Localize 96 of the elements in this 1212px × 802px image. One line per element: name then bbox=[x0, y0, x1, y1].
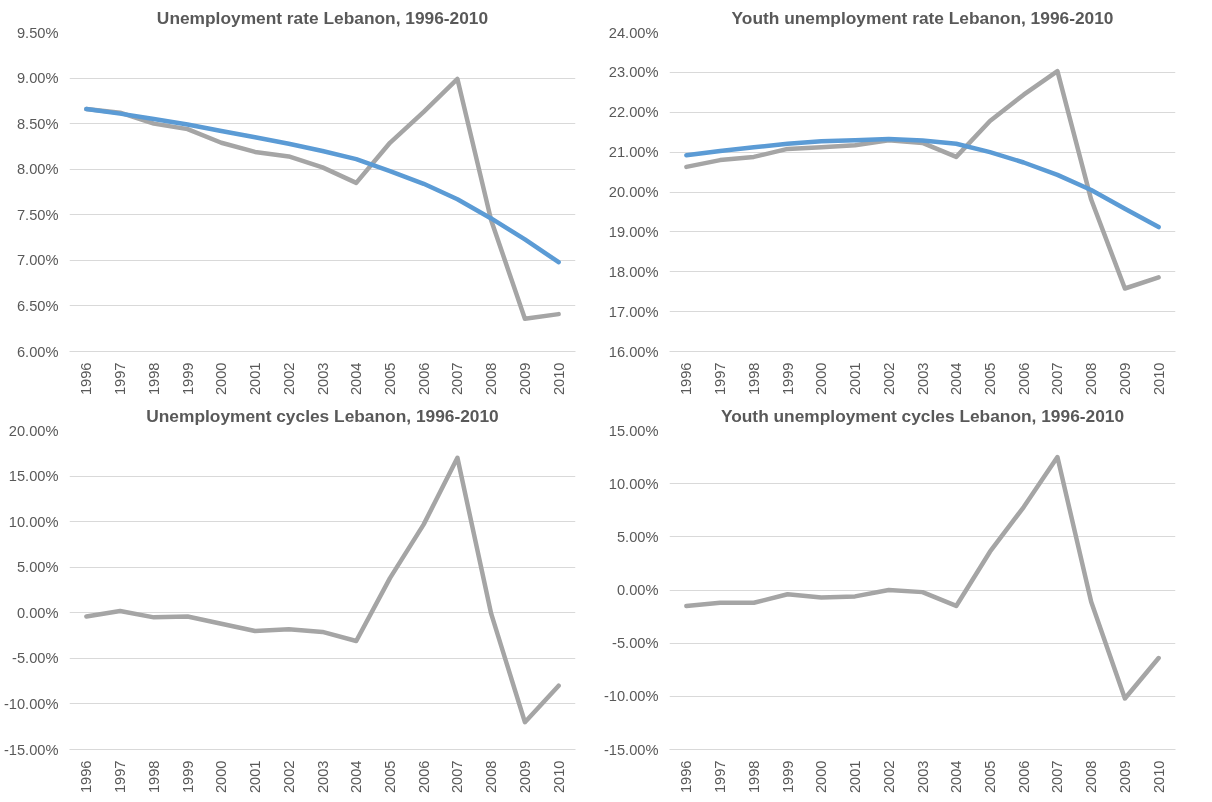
y-tick-label: -15.00% bbox=[3, 741, 59, 758]
y-tick-label: 15.00% bbox=[8, 468, 59, 485]
chart-title: Youth unemployment rate Lebanon, 1996-2010 bbox=[731, 7, 1114, 28]
x-tick-label: 2009 bbox=[516, 362, 533, 396]
x-tick-label: 2002 bbox=[880, 760, 897, 794]
x-tick-label: 1998 bbox=[745, 760, 762, 794]
y-tick-label: 5.00% bbox=[16, 559, 59, 576]
y-tick-label: 9.00% bbox=[16, 70, 59, 87]
y-tick-label: 10.00% bbox=[8, 513, 59, 530]
x-tick-label: 1999 bbox=[179, 760, 196, 794]
y-tick-label: 6.50% bbox=[16, 297, 59, 314]
x-tick-label: 2004 bbox=[348, 760, 365, 794]
x-tick-label: 2002 bbox=[280, 362, 297, 396]
x-tick-label: 1999 bbox=[179, 362, 196, 396]
x-tick-label: 2004 bbox=[948, 760, 965, 794]
chart-title: Unemployment rate Lebanon, 1996-2010 bbox=[156, 7, 489, 28]
x-tick-label: 2005 bbox=[381, 760, 398, 794]
y-tick-label: 21.00% bbox=[608, 144, 659, 161]
x-tick-label: 1998 bbox=[145, 760, 162, 794]
x-tick-label: 2010 bbox=[1150, 760, 1167, 794]
y-tick-label: 7.50% bbox=[16, 206, 59, 223]
x-tick-label: 2008 bbox=[483, 760, 500, 794]
x-tick-label: 2007 bbox=[1049, 362, 1066, 396]
x-tick-label: 2006 bbox=[1015, 760, 1032, 794]
y-tick-label: 19.00% bbox=[608, 223, 659, 240]
x-tick-label: 2008 bbox=[1083, 760, 1100, 794]
y-tick-label: 0.00% bbox=[616, 582, 659, 598]
x-tick-label: 2003 bbox=[314, 362, 331, 396]
x-tick-label: 2001 bbox=[247, 362, 264, 396]
y-tick-label: 18.00% bbox=[608, 263, 659, 280]
x-tick-label: 1997 bbox=[112, 362, 129, 396]
x-tick-label: 1997 bbox=[712, 362, 729, 396]
x-tick-label: 1999 bbox=[779, 362, 796, 396]
x-tick-label: 2005 bbox=[981, 362, 998, 396]
chart-title: Youth unemployment cycles Lebanon, 1996-2010 bbox=[720, 405, 1125, 426]
y-tick-label: 22.00% bbox=[608, 104, 659, 121]
x-tick-label: 1996 bbox=[78, 362, 95, 396]
x-tick-label: 2003 bbox=[914, 760, 931, 794]
x-tick-label: 2004 bbox=[348, 362, 365, 396]
x-tick-label: 2006 bbox=[415, 362, 432, 396]
x-tick-label: 2010 bbox=[550, 760, 567, 794]
y-tick-label: -10.00% bbox=[603, 688, 659, 705]
x-tick-label: 2007 bbox=[449, 760, 466, 794]
x-tick-label: 1996 bbox=[78, 760, 95, 794]
y-tick-label: 23.00% bbox=[608, 64, 659, 81]
y-tick-label: 16.00% bbox=[608, 343, 659, 360]
x-tick-label: 1998 bbox=[145, 362, 162, 396]
y-tick-label: 24.00% bbox=[608, 24, 659, 41]
x-tick-label: 2007 bbox=[449, 362, 466, 396]
x-tick-label: 2001 bbox=[847, 362, 864, 396]
x-tick-label: 2004 bbox=[948, 362, 965, 396]
x-tick-label: 2000 bbox=[813, 362, 830, 396]
x-tick-label: 2000 bbox=[213, 760, 230, 794]
x-tick-label: 2009 bbox=[516, 760, 533, 794]
x-tick-label: 1997 bbox=[712, 760, 729, 794]
y-tick-label: -5.00% bbox=[612, 635, 659, 652]
x-tick-label: 2002 bbox=[280, 760, 297, 794]
y-tick-label: -15.00% bbox=[603, 741, 659, 758]
x-tick-label: 2008 bbox=[1083, 362, 1100, 396]
x-tick-label: 1998 bbox=[745, 362, 762, 396]
x-tick-label: 2002 bbox=[880, 362, 897, 396]
x-tick-label: 2009 bbox=[1116, 760, 1133, 794]
y-tick-label: -10.00% bbox=[3, 695, 59, 712]
x-tick-label: 2007 bbox=[1049, 760, 1066, 794]
y-tick-label: 6.00% bbox=[16, 343, 59, 360]
x-tick-label: 1999 bbox=[779, 760, 796, 794]
y-tick-label: 15.00% bbox=[608, 422, 659, 439]
x-tick-label: 1997 bbox=[112, 760, 129, 794]
y-tick-label: 7.00% bbox=[16, 252, 59, 269]
x-tick-label: 2000 bbox=[213, 362, 230, 396]
y-tick-label: 0.00% bbox=[16, 604, 59, 621]
x-tick-label: 2010 bbox=[550, 362, 567, 396]
y-tick-label: 20.00% bbox=[8, 422, 59, 439]
x-tick-label: 2005 bbox=[981, 760, 998, 794]
x-tick-label: 2003 bbox=[914, 362, 931, 396]
y-tick-label: 8.50% bbox=[16, 115, 59, 132]
y-tick-label: 8.00% bbox=[16, 161, 59, 178]
y-tick-label: 17.00% bbox=[608, 303, 659, 320]
x-tick-label: 2006 bbox=[415, 760, 432, 794]
x-tick-label: 2000 bbox=[813, 760, 830, 794]
y-tick-label: 10.00% bbox=[608, 475, 659, 492]
x-tick-label: 2009 bbox=[1116, 362, 1133, 396]
y-tick-label: 5.00% bbox=[616, 528, 659, 545]
x-tick-label: 1996 bbox=[678, 362, 695, 396]
x-tick-label: 2010 bbox=[1150, 362, 1167, 396]
x-tick-label: 2001 bbox=[847, 760, 864, 794]
x-tick-label: 2008 bbox=[483, 362, 500, 396]
y-tick-label: -5.00% bbox=[12, 650, 59, 667]
y-tick-label: 20.00% bbox=[608, 184, 659, 200]
x-tick-label: 2003 bbox=[314, 760, 331, 794]
chart-title: Unemployment cycles Lebanon, 1996-2010 bbox=[146, 405, 499, 426]
x-tick-label: 1996 bbox=[678, 760, 695, 794]
y-tick-label: 9.50% bbox=[16, 24, 59, 41]
x-tick-label: 2006 bbox=[1015, 362, 1032, 396]
x-tick-label: 2005 bbox=[381, 362, 398, 396]
x-tick-label: 2001 bbox=[247, 760, 264, 794]
